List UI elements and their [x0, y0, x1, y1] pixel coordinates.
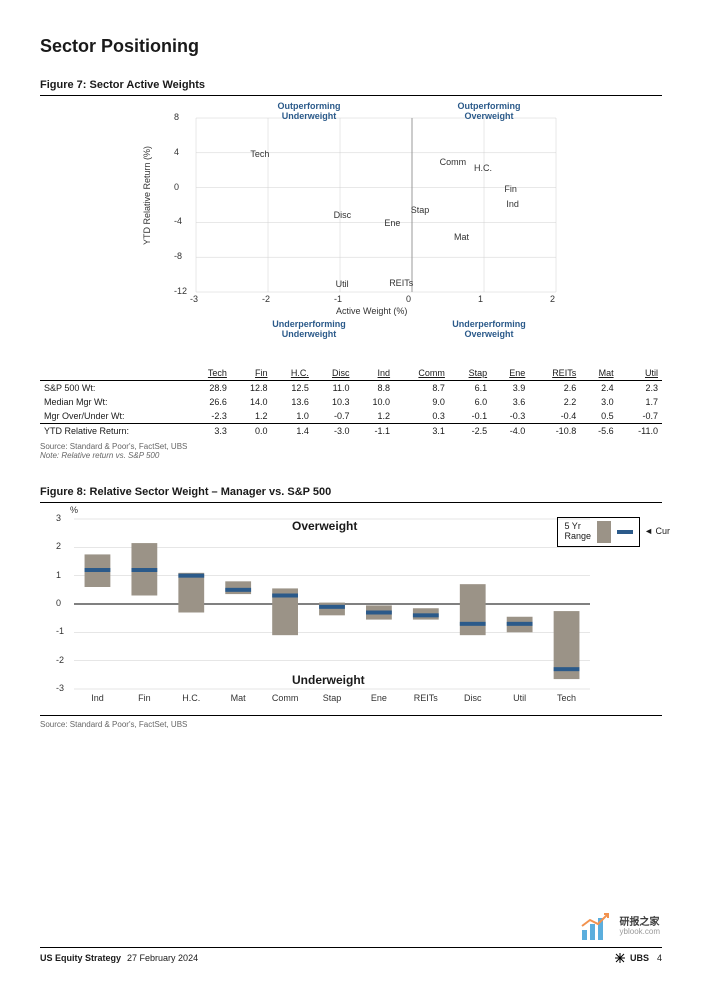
- figure-7-note: Note: Relative return vs. S&P 500: [40, 451, 662, 460]
- scatter-point-ene: Ene: [384, 218, 400, 228]
- scatter-point-fin: Fin: [504, 184, 517, 194]
- figure-8: Figure 8: Relative Sector Weight – Manag…: [40, 486, 662, 729]
- scatter-point-util: Util: [336, 279, 349, 289]
- scatter-point-mat: Mat: [454, 232, 469, 242]
- bar-label-hc: H.C.: [177, 693, 205, 703]
- bar-label-reits: REITs: [412, 693, 440, 703]
- figure-8-legend: 5 Yr Range: [557, 517, 640, 547]
- bar-label-ind: Ind: [83, 693, 111, 703]
- footer-brand: UBS: [630, 953, 649, 963]
- scatter-point-hc: H.C.: [474, 163, 492, 173]
- scatter-point-disc: Disc: [334, 210, 352, 220]
- ubs-logo-icon: [614, 952, 626, 964]
- bar-label-fin: Fin: [130, 693, 158, 703]
- scatter-point-ind: Ind: [506, 199, 519, 209]
- figure-7-title: Figure 7: Sector Active Weights: [40, 79, 662, 96]
- footer-page: 4: [657, 953, 662, 963]
- figure-8-barchart: -3-2-10123%IndFinH.C.MatCommStapEneREITs…: [40, 509, 662, 709]
- page-title: Sector Positioning: [40, 36, 662, 57]
- bar-label-tech: Tech: [553, 693, 581, 703]
- figure-8-source: Source: Standard & Poor's, FactSet, UBS: [40, 720, 662, 729]
- watermark-bottom: yblook.com: [620, 928, 660, 937]
- legend-current-label: ◄ Cur: [644, 526, 670, 536]
- bar-label-mat: Mat: [224, 693, 252, 703]
- figure-7-scatter: -3-2-1012-12-8-4048Active Weight (%)YTD …: [136, 100, 566, 360]
- bar-label-stap: Stap: [318, 693, 346, 703]
- scatter-point-tech: Tech: [250, 149, 269, 159]
- figure-7: Figure 7: Sector Active Weights -3-2-101…: [40, 79, 662, 460]
- scatter-point-comm: Comm: [440, 157, 467, 167]
- bar-label-ene: Ene: [365, 693, 393, 703]
- watermark: 研报之家 yblook.com: [580, 912, 660, 942]
- bar-label-comm: Comm: [271, 693, 299, 703]
- figure-7-table: TechFinH.C.DiscIndCommStapEneREITsMatUti…: [40, 366, 662, 438]
- bar-label-util: Util: [506, 693, 534, 703]
- scatter-point-reits: REITs: [389, 278, 413, 288]
- figure-7-source: Source: Standard & Poor's, FactSet, UBS: [40, 442, 662, 451]
- watermark-icon: [580, 912, 614, 942]
- footer-date: 27 February 2024: [127, 953, 198, 963]
- scatter-point-stap: Stap: [411, 205, 430, 215]
- footer-title: US Equity Strategy: [40, 953, 121, 963]
- bar-label-disc: Disc: [459, 693, 487, 703]
- page-footer: US Equity Strategy 27 February 2024 UBS …: [40, 947, 662, 964]
- figure-8-title: Figure 8: Relative Sector Weight – Manag…: [40, 486, 662, 503]
